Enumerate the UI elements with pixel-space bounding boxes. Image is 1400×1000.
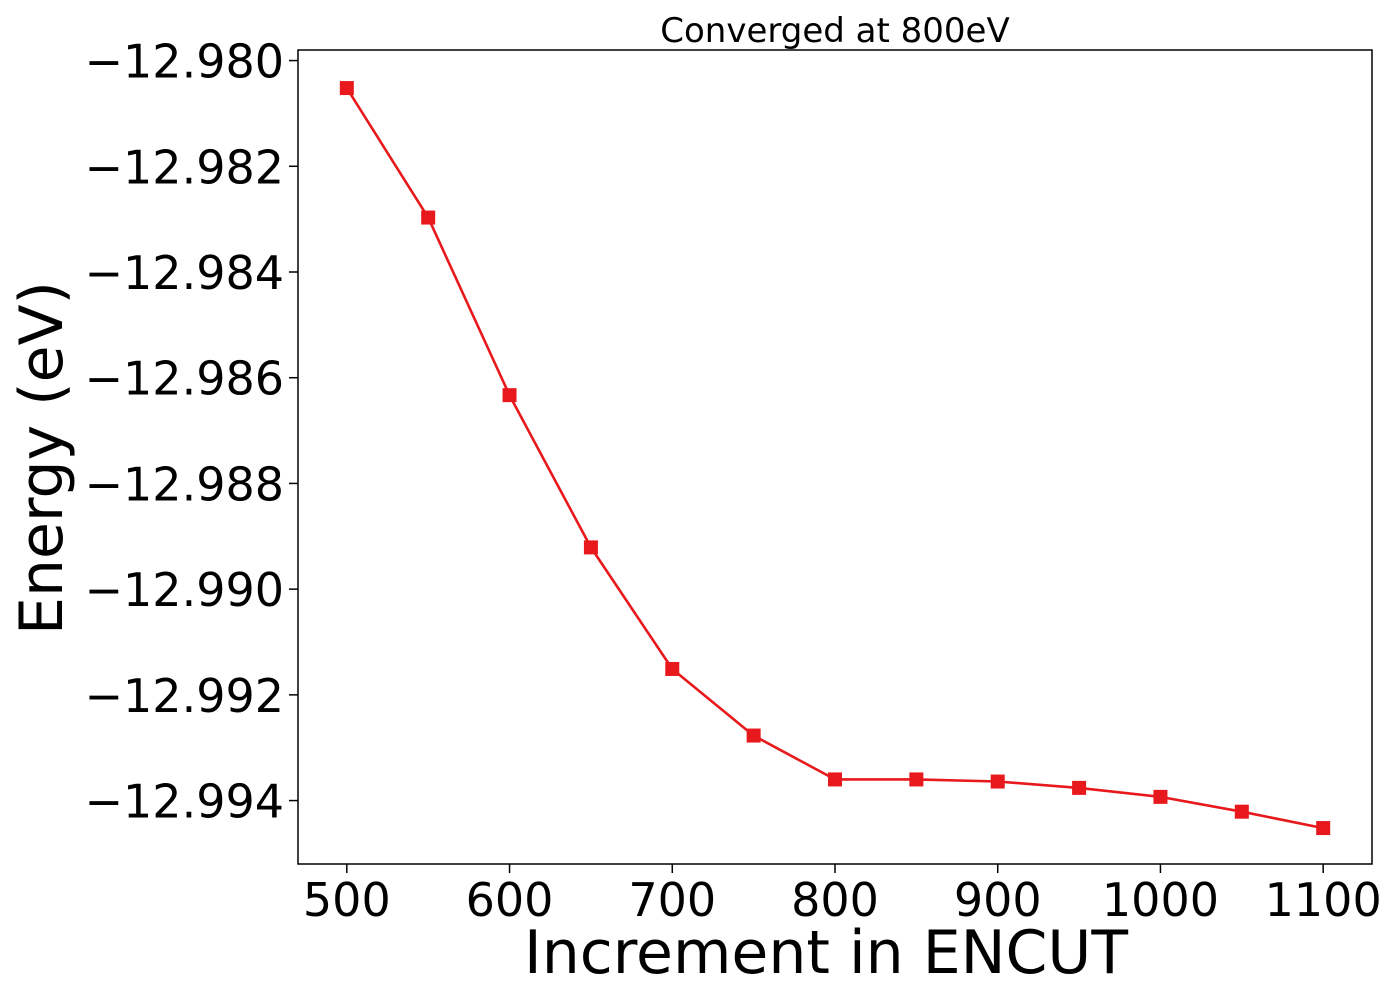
- y-axis-ticks: −12.980 −12.982 −12.984 −12.986 −12.988 −12.9…: [85, 35, 298, 829]
- data-point-marker: [1153, 789, 1168, 804]
- x-tick-label: 500: [303, 873, 391, 927]
- y-tick-label: −12.988: [85, 457, 285, 511]
- data-point-marker: [909, 772, 924, 787]
- data-point-marker: [990, 774, 1005, 789]
- data-point-marker: [421, 210, 436, 225]
- chart-title: Converged at 800eV: [660, 11, 1009, 51]
- y-tick-label: −12.986: [85, 352, 285, 406]
- series-layer: [339, 81, 1331, 836]
- data-point-marker: [1234, 804, 1249, 819]
- x-tick-label: 600: [466, 873, 554, 927]
- data-point-marker: [1316, 821, 1331, 836]
- x-tick-label: 700: [628, 873, 716, 927]
- x-tick-label: 800: [791, 873, 879, 927]
- data-point-marker: [828, 772, 842, 787]
- x-tick-label: 1100: [1265, 873, 1382, 927]
- x-tick-label: 900: [954, 873, 1042, 927]
- y-axis-title: Energy (eV): [7, 281, 77, 635]
- y-tick-label: −12.990: [85, 563, 285, 617]
- plot-area-frame: [297, 49, 1373, 865]
- x-axis-ticks: 500 600 700 800 900 1000 1100: [303, 864, 1382, 927]
- x-tick-label: 1000: [1102, 873, 1219, 927]
- y-tick-label: −12.992: [85, 669, 285, 723]
- x-axis-title: Increment in ENCUT: [524, 918, 1128, 988]
- data-point-marker: [502, 388, 517, 403]
- data-point-marker: [583, 540, 598, 555]
- y-tick-label: −12.984: [85, 246, 285, 300]
- y-tick-label: −12.980: [85, 35, 285, 89]
- data-point-marker: [746, 728, 761, 743]
- data-point-marker: [665, 661, 680, 676]
- data-point-marker: [1072, 780, 1087, 795]
- series-line: [345, 87, 1324, 830]
- data-point-marker: [339, 81, 354, 96]
- y-tick-label: −12.994: [85, 775, 285, 829]
- y-tick-label: −12.982: [85, 140, 285, 194]
